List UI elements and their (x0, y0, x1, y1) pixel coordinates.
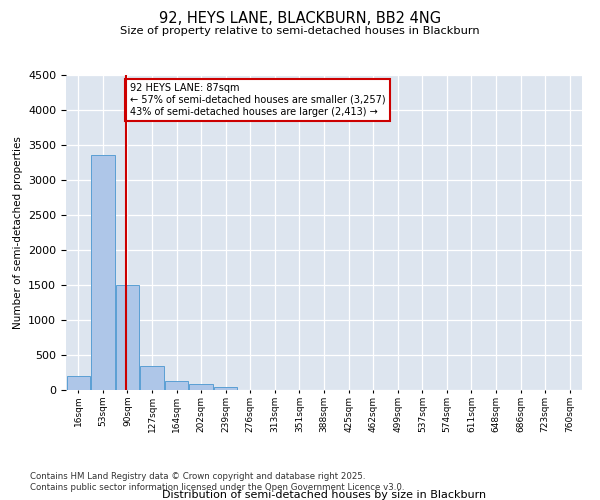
Text: Size of property relative to semi-detached houses in Blackburn: Size of property relative to semi-detach… (120, 26, 480, 36)
Bar (190, 384, 213, 390)
Bar (91, 156, 115, 390)
Text: Contains HM Land Registry data © Crown copyright and database right 2025.: Contains HM Land Registry data © Crown c… (30, 472, 365, 481)
Bar (116, 285, 139, 390)
Bar (67, 376, 90, 390)
X-axis label: Distribution of semi-detached houses by size in Blackburn: Distribution of semi-detached houses by … (162, 490, 486, 500)
Text: Contains public sector information licensed under the Open Government Licence v3: Contains public sector information licen… (30, 484, 404, 492)
Y-axis label: Number of semi-detached properties: Number of semi-detached properties (13, 136, 23, 329)
Bar (140, 366, 164, 390)
Bar (214, 387, 238, 390)
Text: 92 HEYS LANE: 87sqm
← 57% of semi-detached houses are smaller (3,257)
43% of sem: 92 HEYS LANE: 87sqm ← 57% of semi-detach… (130, 84, 386, 116)
Text: 92, HEYS LANE, BLACKBURN, BB2 4NG: 92, HEYS LANE, BLACKBURN, BB2 4NG (159, 11, 441, 26)
Bar (165, 381, 188, 390)
